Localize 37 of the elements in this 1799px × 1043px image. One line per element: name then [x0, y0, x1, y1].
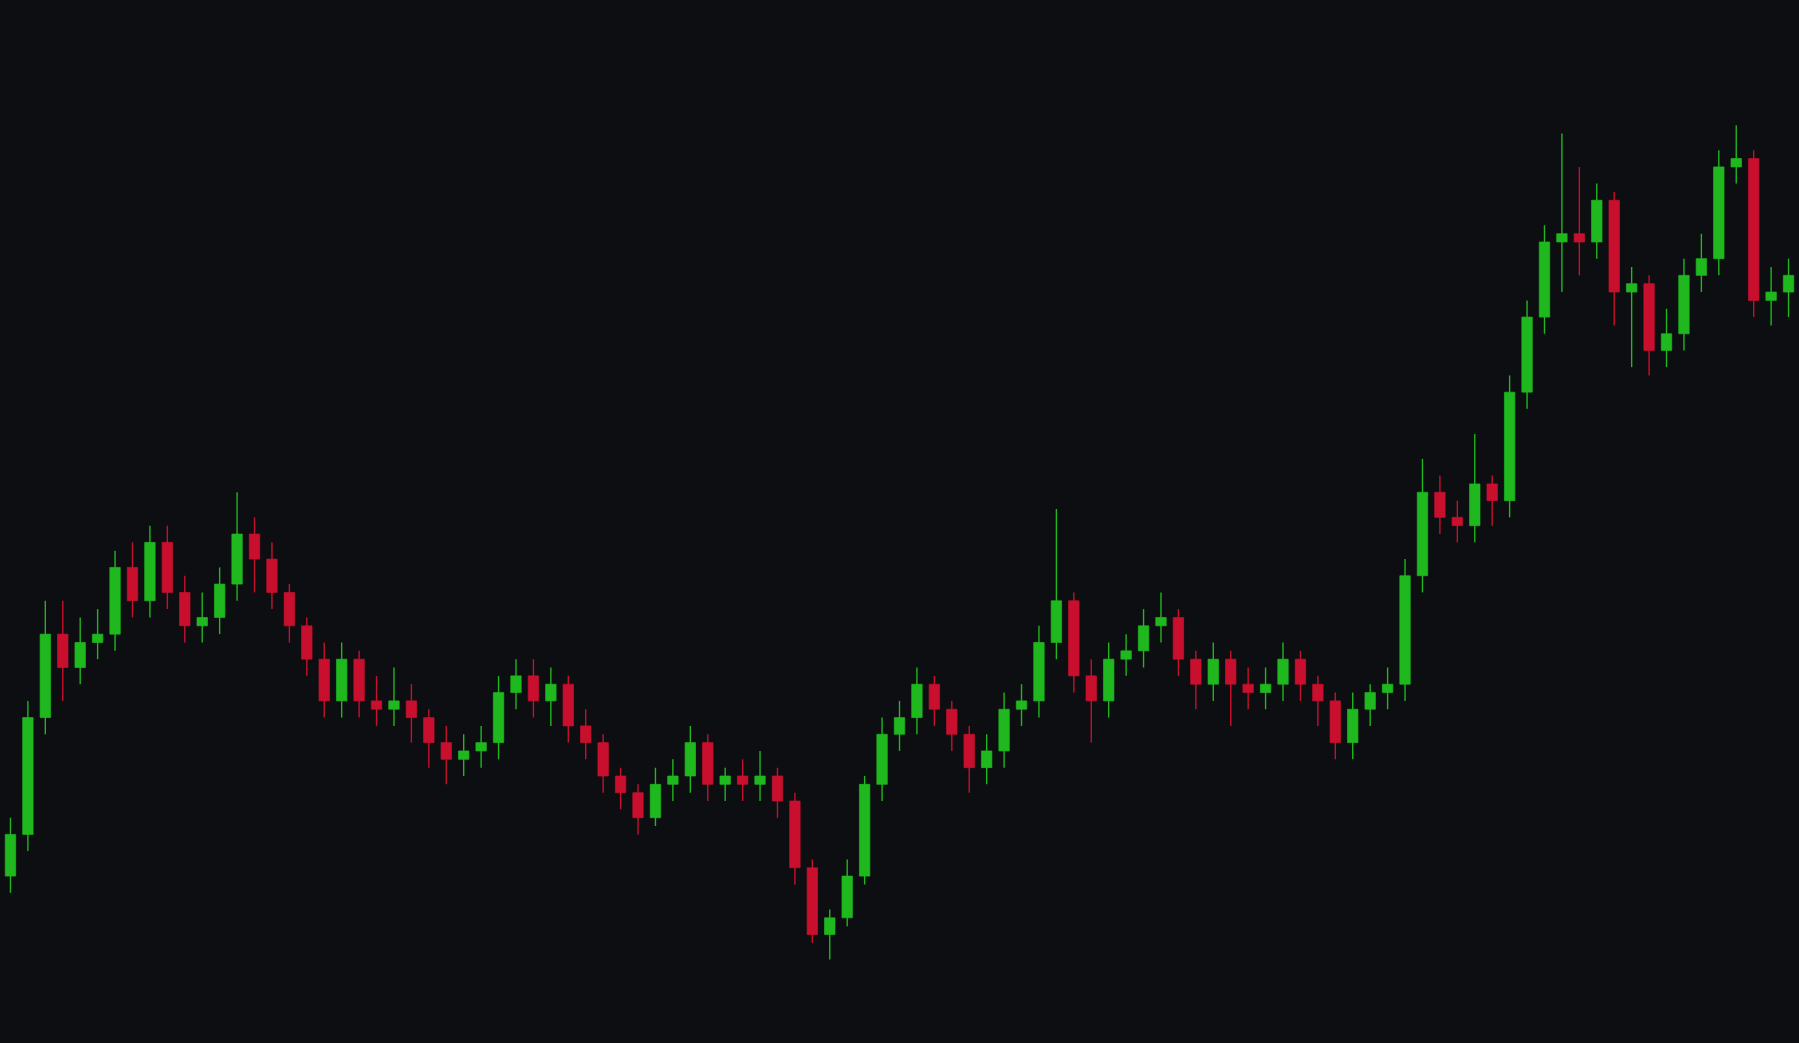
- candlestick: [719, 766, 731, 802]
- candlestick: [1382, 666, 1394, 710]
- candlestick: [824, 908, 836, 961]
- candlestick: [754, 750, 766, 802]
- candlestick: [1015, 683, 1028, 727]
- candlestick: [405, 683, 417, 744]
- candlestick: [1626, 266, 1638, 368]
- candlestick: [1312, 675, 1324, 727]
- candlestick: [667, 758, 679, 802]
- candlestick: [370, 675, 383, 727]
- candlestick: [1765, 266, 1777, 327]
- candlestick: [92, 608, 104, 660]
- candlestick: [580, 708, 592, 760]
- candlestick: [1556, 132, 1568, 293]
- candlestick: [1573, 166, 1585, 277]
- candlestick: [458, 733, 470, 777]
- candlestick: [510, 658, 522, 710]
- candlestick: [1486, 474, 1498, 527]
- candlestick: [1451, 499, 1463, 544]
- candlestick: [1730, 124, 1742, 185]
- candlestick: [1695, 232, 1707, 293]
- candlestick: [545, 666, 557, 727]
- candlestick: [475, 725, 487, 769]
- candlestick: [1260, 666, 1272, 710]
- candlestick: [440, 725, 452, 786]
- candlestick: [1364, 683, 1376, 727]
- candlestick: [1120, 633, 1132, 677]
- candlestick: [893, 700, 906, 752]
- candlestick: [615, 766, 627, 811]
- candlestick: [1242, 666, 1254, 710]
- candlestick: [1660, 308, 1673, 368]
- candlestick: [196, 591, 208, 644]
- candlestick: [737, 758, 749, 802]
- candlestick: [1782, 257, 1795, 318]
- candlestick: [388, 666, 400, 727]
- candlestick: [981, 733, 993, 786]
- candlestick: [1155, 591, 1167, 644]
